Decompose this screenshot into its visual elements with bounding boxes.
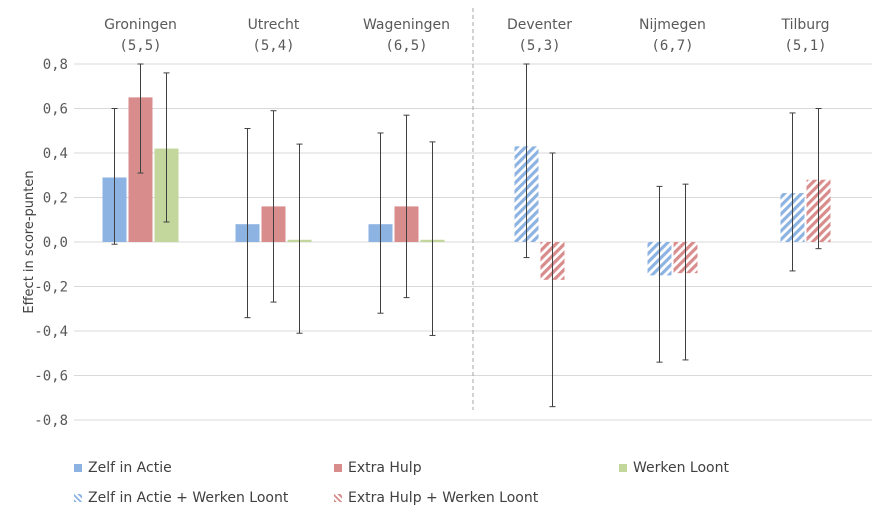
legend-item: Werken Loont [619, 460, 729, 476]
legend-label: Zelf in Actie + Werken Loont [88, 490, 289, 506]
legend-item: Zelf in Actie [74, 460, 172, 476]
legend-swatch [74, 464, 82, 472]
y-tick-label: 0,0 [43, 235, 68, 251]
y-tick-label: 0,8 [43, 57, 68, 73]
y-tick-label: -0,2 [34, 280, 68, 296]
category-sublabel: (5,5) [119, 38, 161, 54]
y-tick-label: -0,8 [34, 413, 68, 429]
category-labels: Groningen (5,5) Utrecht (5,4) Wageningen (6,5… [104, 17, 829, 54]
legend-swatch [334, 494, 342, 502]
category-sublabel: (5,3) [518, 38, 560, 54]
y-tick-label: 0,4 [43, 146, 68, 162]
legend-label: Extra Hulp + Werken Loont [348, 490, 539, 506]
gridlines [74, 8, 872, 421]
y-axis-label: Effect in score-punten [22, 170, 37, 313]
bars [102, 97, 831, 280]
category-label: Groningen [104, 17, 177, 33]
legend-swatch [619, 464, 627, 472]
category-sublabel: (6,5) [385, 38, 427, 54]
legend-item: Extra Hulp + Werken Loont [334, 490, 538, 506]
legend-item: Zelf in Actie + Werken Loont [74, 490, 288, 506]
y-tick-label: -0,4 [34, 324, 68, 340]
y-axis-ticks: 0,8 0,6 0,4 0,2 0,0 -0,2 -0,4 -0,6 -0,8 [34, 57, 68, 429]
legend-item: Extra Hulp [334, 460, 422, 476]
category-label: Wageningen [363, 17, 450, 33]
error-bars [111, 63, 822, 408]
legend-swatch [74, 494, 82, 502]
category-sublabel: (5,4) [252, 38, 294, 54]
category-label: Deventer [507, 17, 572, 33]
category-sublabel: (5,1) [784, 38, 826, 54]
y-tick-label: 0,6 [43, 102, 68, 118]
legend-label: Werken Loont [633, 460, 729, 476]
legend-swatch [334, 464, 342, 472]
category-label: Tilburg [780, 17, 829, 33]
legend: Zelf in Actie Extra Hulp Werken Loont Zelf … [74, 460, 864, 512]
category-label: Nijmegen [639, 17, 706, 33]
category-sublabel: (6,7) [651, 38, 693, 54]
category-label: Utrecht [248, 17, 300, 33]
legend-label: Zelf in Actie [88, 460, 172, 476]
y-tick-label: -0,6 [34, 369, 68, 385]
y-tick-label: 0,2 [43, 191, 68, 207]
legend-label: Extra Hulp [348, 460, 422, 476]
